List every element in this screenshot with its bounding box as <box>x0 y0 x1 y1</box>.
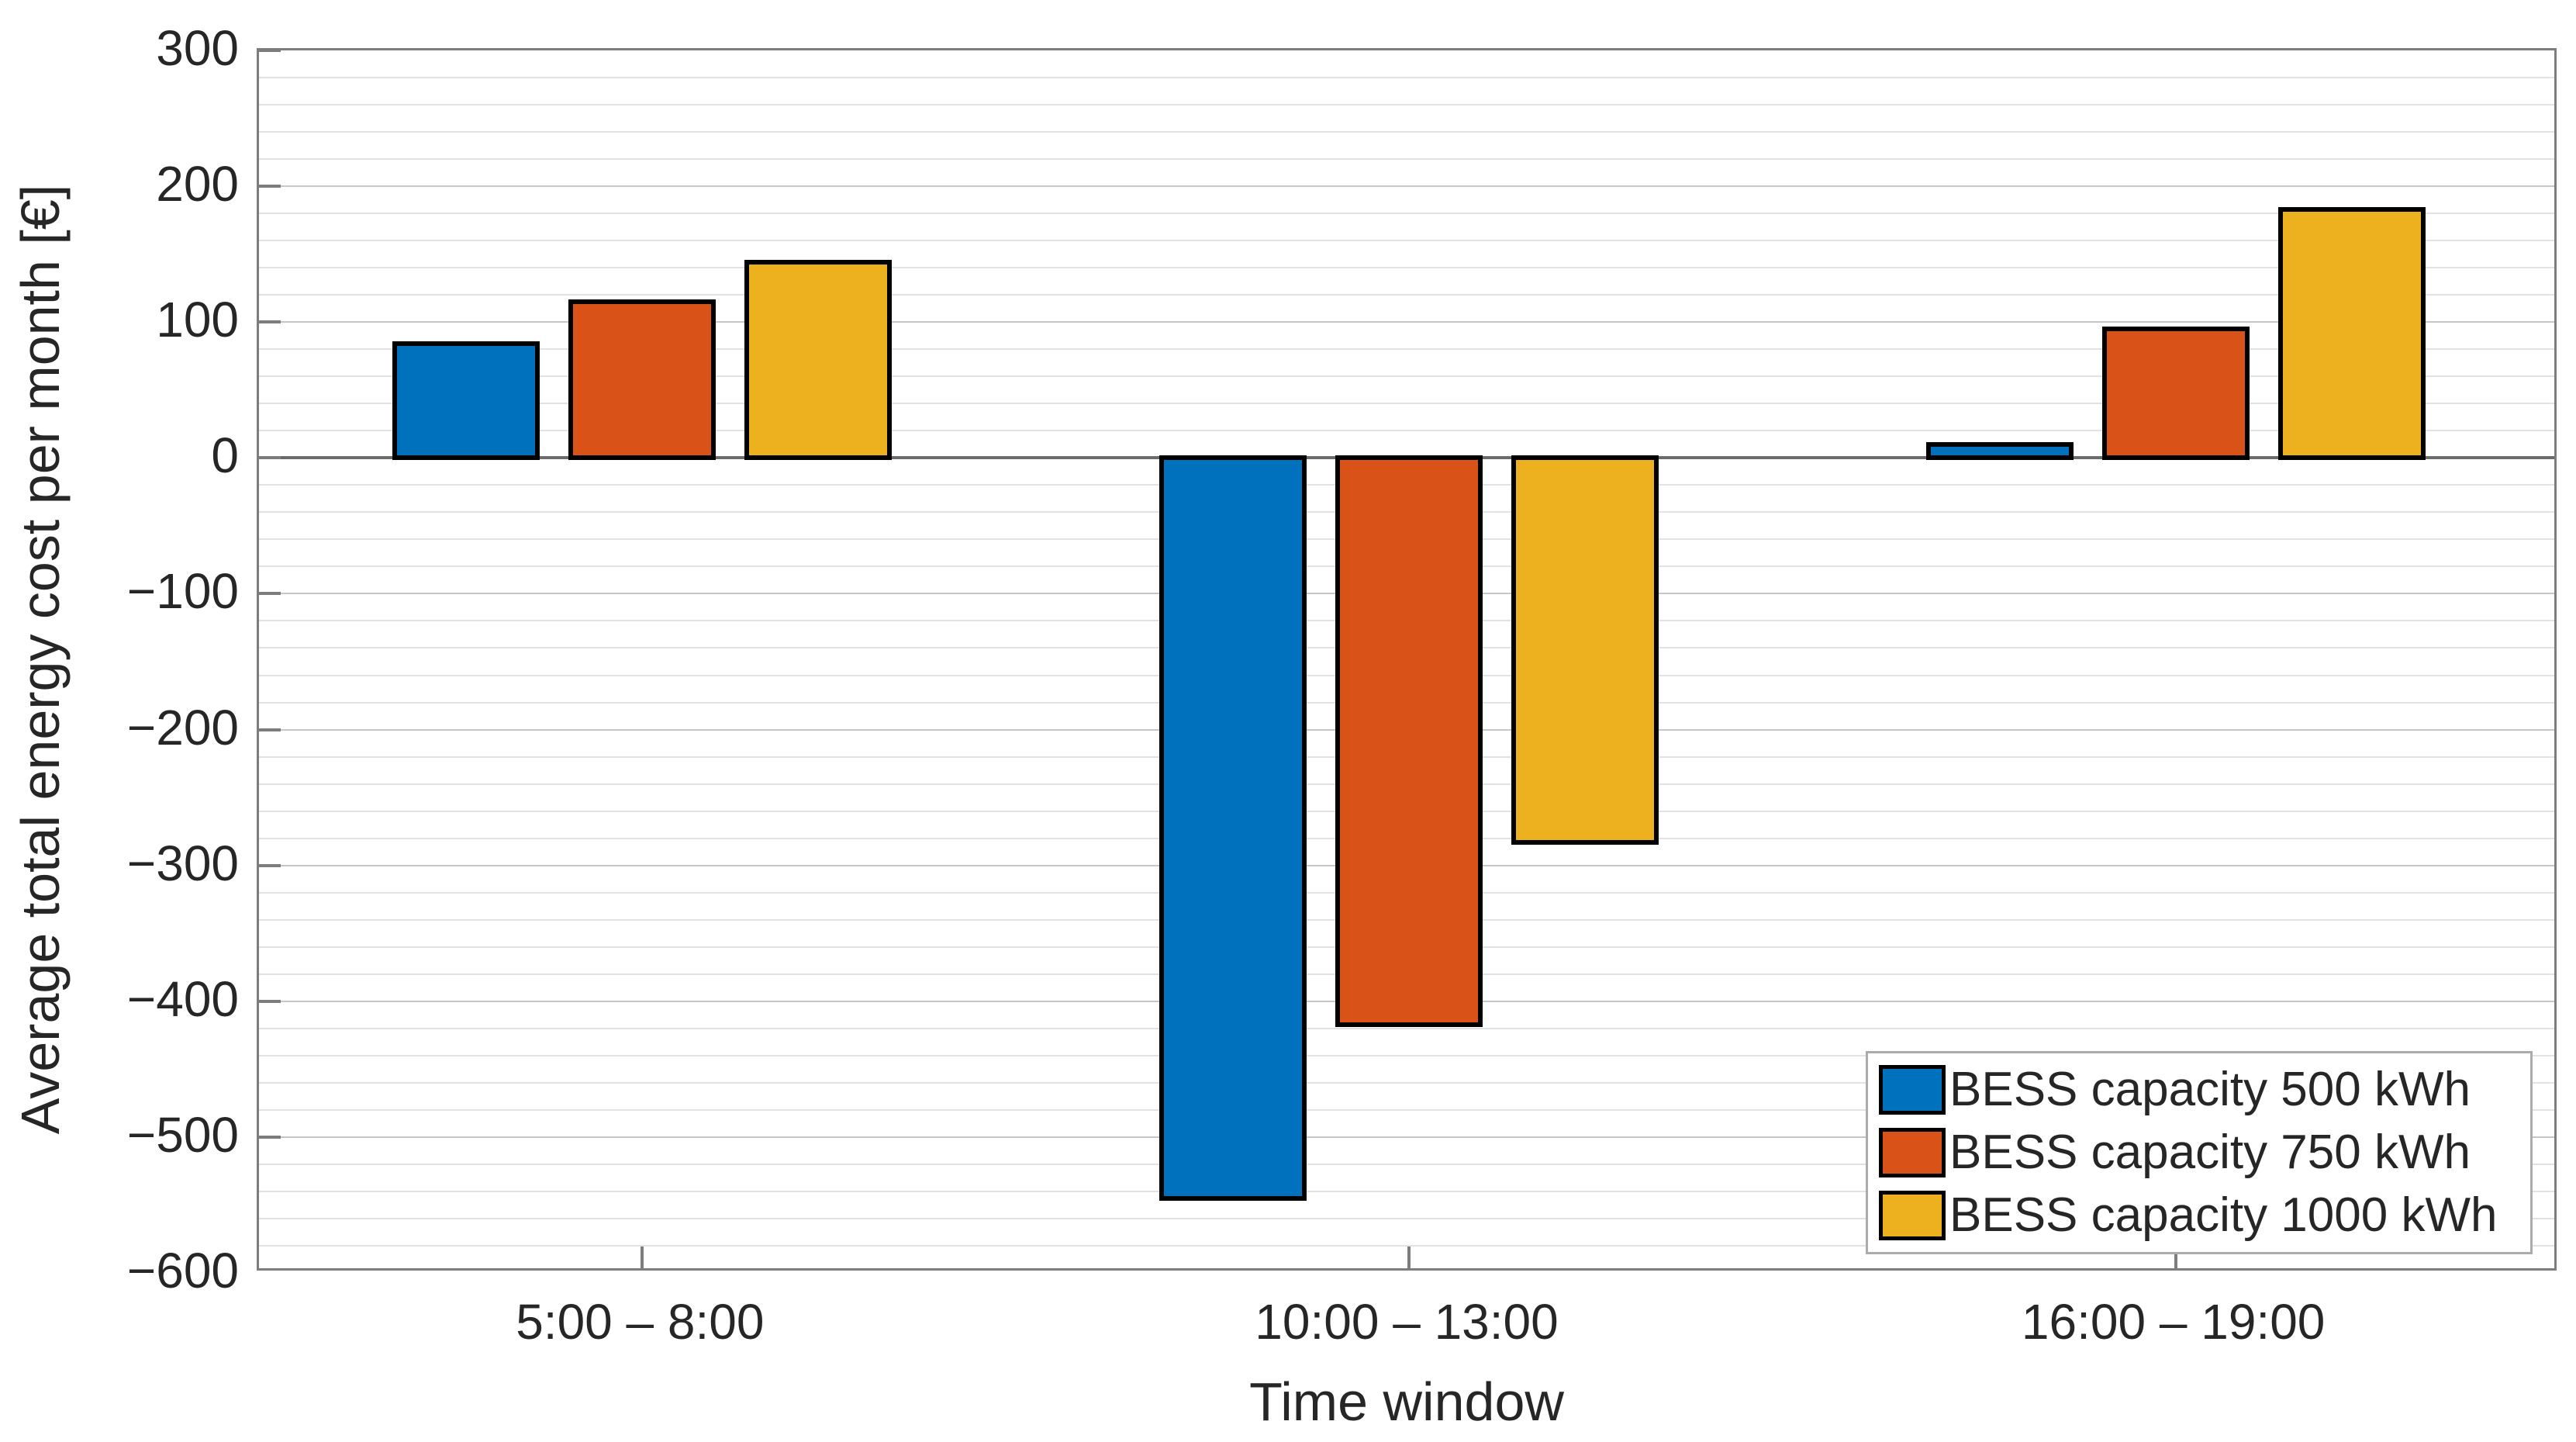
minor-gridline <box>259 104 2554 106</box>
bar <box>1335 455 1483 1027</box>
minor-gridline <box>259 240 2554 242</box>
bar <box>392 341 540 461</box>
legend-label: BESS capacity 1000 kWh <box>1949 1188 2498 1243</box>
y-tick-label: −600 <box>126 1243 239 1298</box>
minor-gridline <box>259 1217 2554 1219</box>
minor-gridline <box>259 1027 2554 1029</box>
minor-gridline <box>259 131 2554 133</box>
y-tick-label: −200 <box>126 699 239 756</box>
legend-label: BESS capacity 750 kWh <box>1949 1125 2471 1179</box>
bar <box>1511 455 1659 845</box>
x-axis-label: Time window <box>1249 1371 1564 1432</box>
bar <box>568 299 717 461</box>
y-axis-tick <box>259 50 281 52</box>
y-axis-tick <box>259 728 281 731</box>
y-tick-label: 0 <box>211 427 239 484</box>
minor-gridline <box>259 294 2554 296</box>
minor-gridline <box>259 1081 2554 1084</box>
x-tick-label: 5:00 – 8:00 <box>516 1294 765 1350</box>
minor-gridline <box>259 1190 2554 1192</box>
bar <box>1159 455 1307 1201</box>
minor-gridline <box>259 348 2554 351</box>
minor-gridline <box>259 430 2554 432</box>
legend-swatch-icon <box>1879 1127 1946 1177</box>
x-axis-tick <box>2174 1247 2177 1268</box>
legend-item: BESS capacity 750 kWh <box>1879 1125 2526 1179</box>
major-gridline <box>259 185 2554 188</box>
bar <box>1925 441 2074 461</box>
legend-item: BESS capacity 1000 kWh <box>1879 1188 2526 1243</box>
plot-area <box>257 48 2557 1271</box>
legend-label: BESS capacity 500 kWh <box>1949 1062 2471 1116</box>
y-axis-tick <box>259 999 281 1003</box>
x-axis-tick <box>641 1247 644 1268</box>
legend-swatch-icon <box>1879 1191 1946 1241</box>
minor-gridline <box>259 77 2554 79</box>
minor-gridline <box>259 213 2554 215</box>
minor-gridline <box>259 375 2554 378</box>
y-tick-label: −100 <box>126 563 239 620</box>
minor-gridline <box>259 403 2554 405</box>
y-axis-tick <box>259 185 281 188</box>
y-tick-label: 100 <box>156 292 239 348</box>
x-tick-label: 10:00 – 13:00 <box>1255 1294 1559 1350</box>
bar <box>2101 326 2250 461</box>
y-tick-label: −300 <box>126 835 239 891</box>
y-axis-tick <box>259 320 281 324</box>
bar <box>2277 206 2426 461</box>
y-tick-label: −400 <box>126 970 239 1027</box>
bar <box>744 260 893 461</box>
y-axis-tick <box>259 456 281 460</box>
major-gridline <box>259 1136 2554 1138</box>
y-tick-label: 300 <box>156 20 239 76</box>
y-axis-tick <box>259 863 281 867</box>
y-tick-label: 200 <box>156 156 239 213</box>
y-axis-tick <box>259 592 281 596</box>
y-axis-label: Average total energy cost per month [€] <box>10 184 71 1135</box>
y-axis-tick <box>259 1135 281 1139</box>
legend: BESS capacity 500 kWh BESS capacity 750 k… <box>1866 1051 2533 1254</box>
minor-gridline <box>259 1163 2554 1165</box>
minor-gridline <box>259 1108 2554 1111</box>
legend-swatch-icon <box>1879 1064 1946 1115</box>
y-tick-label: −500 <box>126 1106 239 1163</box>
minor-gridline <box>259 267 2554 269</box>
major-gridline <box>259 321 2554 323</box>
minor-gridline <box>259 158 2554 161</box>
minor-gridline <box>259 1244 2554 1247</box>
legend-item: BESS capacity 500 kWh <box>1879 1062 2526 1116</box>
x-axis-tick <box>1407 1247 1411 1268</box>
x-tick-label: 16:00 – 19:00 <box>2021 1294 2326 1350</box>
minor-gridline <box>259 1054 2554 1056</box>
